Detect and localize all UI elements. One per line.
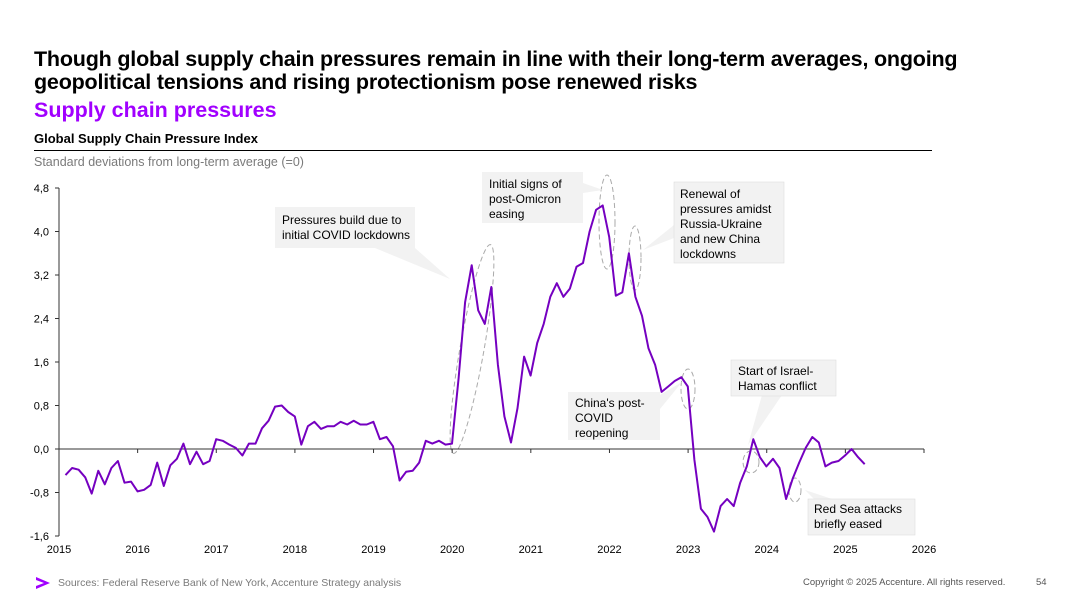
x-tick-label: 2016 — [125, 544, 149, 556]
y-tick-label: 4,8 — [34, 183, 49, 195]
series-layer — [64, 204, 866, 533]
callout-pointer — [805, 490, 835, 500]
y-tick-label: 3,2 — [34, 270, 49, 282]
x-tick-label: 2021 — [519, 544, 543, 556]
x-tick-label: 2018 — [283, 544, 307, 556]
china-reopening-highlight-ellipse — [680, 368, 696, 410]
callout-text: Renewal of pressures amidst Russia-Ukraine… — [680, 187, 772, 261]
callout-box — [482, 172, 583, 223]
callout-box — [568, 392, 660, 440]
callout-box — [673, 181, 785, 264]
callout-covid-lockdowns: Pressures build due to initial COVID lock… — [275, 207, 450, 279]
callout-pointer — [748, 395, 782, 445]
page-subtitle: Supply chain pressures — [34, 98, 277, 122]
callout-text: Start of Israel-Hamas conflict — [738, 364, 817, 393]
callout-text: Initial signs of post-Omicron easing — [489, 177, 562, 221]
omicron-highlight-ellipse — [598, 174, 616, 270]
callout-text: Red Sea attacks briefly eased — [814, 502, 902, 531]
callout-china-reopening: China's post-COVID reopening — [568, 382, 682, 440]
callout-text: Pressures build due to initial COVID lock… — [282, 213, 410, 242]
covid-highlight-ellipse — [449, 244, 495, 454]
callout-israel-hamas: Start of Israel-Hamas conflict — [730, 359, 837, 445]
page-number: 54 — [1036, 577, 1047, 588]
x-tick-label: 2019 — [361, 544, 385, 556]
y-tick-label: 0,8 — [34, 401, 49, 413]
callout-pointer — [583, 183, 603, 193]
title-divider — [34, 150, 932, 151]
callout-box — [807, 498, 916, 536]
ukraine-highlight-ellipse — [628, 225, 642, 291]
x-tick-label: 2022 — [597, 544, 621, 556]
callouts: Pressures build due to initial COVID lock… — [275, 172, 916, 536]
callout-post-omicron: Initial signs of post-Omicron easing — [482, 172, 603, 223]
x-tick-label: 2024 — [754, 544, 778, 556]
x-tick-label: 2015 — [47, 544, 71, 556]
callout-pointer — [375, 248, 450, 279]
callout-text: China's post-COVID reopening — [575, 396, 645, 440]
chart-axes: -1,6 -0,8 0,0 0,8 1,6 2,4 3,2 4,0 4,8 2015 2016 201… — [30, 183, 936, 556]
chart-units-label: Standard deviations from long-term avera… — [34, 155, 304, 169]
y-tick-label: 4,0 — [34, 227, 49, 239]
y-tick-label: 0,0 — [34, 444, 49, 456]
y-tick-label: 2,4 — [34, 314, 49, 326]
x-tick-label: 2023 — [676, 544, 700, 556]
footer-sources: Sources: Federal Reserve Bank of New Yor… — [58, 577, 402, 589]
y-tick-label: -1,6 — [30, 531, 49, 543]
callout-russia-ukraine: Renewal of pressures amidst Russia-Ukraine… — [643, 181, 785, 264]
callout-pointer — [660, 382, 682, 409]
page-title: Though global supply chain pressures rem… — [34, 47, 958, 94]
accenture-logo-icon — [36, 577, 50, 589]
callout-box — [730, 359, 837, 397]
callout-red-sea: Red Sea attacks briefly eased — [805, 490, 916, 536]
chart-title: Global Supply Chain Pressure Index — [34, 131, 258, 146]
y-tick-label: 1,6 — [34, 357, 49, 369]
series-line — [64, 204, 866, 533]
x-tick-label: 2017 — [204, 544, 228, 556]
footer-copyright: Copyright © 2025 Accenture. All rights r… — [803, 577, 1006, 588]
x-tick-label: 2026 — [912, 544, 936, 556]
callout-pointer — [643, 225, 674, 250]
x-tick-label: 2025 — [833, 544, 857, 556]
y-tick-label: -0,8 — [30, 488, 49, 500]
x-tick-label: 2020 — [440, 544, 464, 556]
callout-box — [275, 207, 415, 248]
